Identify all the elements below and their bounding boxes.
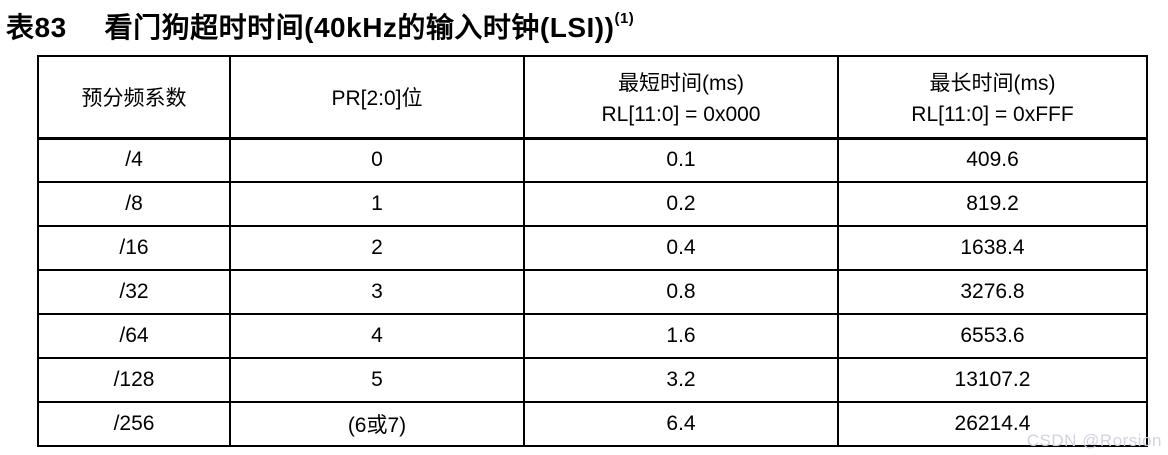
- col-header-max-time: 最长时间(ms) RL[11:0] = 0xFFF: [837, 55, 1148, 140]
- cell-max-time: 3276.8: [837, 269, 1148, 315]
- cell-prescaler: /64: [37, 313, 231, 359]
- table-row: /8 1 0.2 819.2: [37, 181, 1148, 227]
- cell-min-time: 1.6: [523, 313, 839, 359]
- cell-max-time: 409.6: [837, 137, 1148, 183]
- cell-prescaler: /16: [37, 225, 231, 271]
- table-caption: 表83 看门狗超时时间(40kHz的输入时钟(LSI))(1): [6, 6, 634, 46]
- cell-pr-bits: 3: [229, 269, 525, 315]
- cell-pr-bits: 1: [229, 181, 525, 227]
- cell-max-time: 1638.4: [837, 225, 1148, 271]
- cell-min-time: 0.1: [523, 137, 839, 183]
- cell-max-time: 13107.2: [837, 357, 1148, 403]
- cell-pr-bits: 2: [229, 225, 525, 271]
- cell-min-time: 6.4: [523, 401, 839, 447]
- cell-pr-bits: 0: [229, 137, 525, 183]
- table-caption-footnote-ref: (1): [614, 9, 635, 27]
- cell-pr-bits: 4: [229, 313, 525, 359]
- col-header-label: 最短时间(ms): [618, 71, 744, 95]
- col-header-prescaler: 预分频系数: [37, 55, 231, 140]
- cell-prescaler: /32: [37, 269, 231, 315]
- cell-min-time: 0.8: [523, 269, 839, 315]
- cell-prescaler: /256: [37, 401, 231, 447]
- cell-max-time: 6553.6: [837, 313, 1148, 359]
- col-header-label: PR[2:0]位: [331, 86, 423, 110]
- cell-pr-bits: 5: [229, 357, 525, 403]
- cell-min-time: 0.2: [523, 181, 839, 227]
- col-header-label: 最长时间(ms): [929, 71, 1056, 95]
- col-header-pr-bits: PR[2:0]位: [229, 55, 525, 140]
- cell-min-time: 0.4: [523, 225, 839, 271]
- table-row: /64 4 1.6 6553.6: [37, 313, 1148, 359]
- watchdog-timeout-table: 预分频系数 PR[2:0]位 最短时间(ms) RL[11:0] = 0x000…: [37, 55, 1148, 447]
- cell-pr-bits: (6或7): [229, 401, 525, 447]
- cell-min-time: 3.2: [523, 357, 839, 403]
- col-header-sublabel: RL[11:0] = 0xFFF: [911, 102, 1074, 126]
- col-header-label: 预分频系数: [81, 86, 187, 110]
- table-caption-text: 看门狗超时时间(40kHz的输入时钟(LSI)): [104, 12, 615, 43]
- cell-prescaler: /4: [37, 137, 231, 183]
- table-row: /4 0 0.1 409.6: [37, 137, 1148, 183]
- table-row: /256 (6或7) 6.4 26214.4: [37, 401, 1148, 447]
- table-caption-number: 表83: [6, 12, 67, 43]
- cell-prescaler: /8: [37, 181, 231, 227]
- table-row: /128 5 3.2 13107.2: [37, 357, 1148, 403]
- cell-prescaler: /128: [37, 357, 231, 403]
- col-header-min-time: 最短时间(ms) RL[11:0] = 0x000: [523, 55, 839, 140]
- table-row: /16 2 0.4 1638.4: [37, 225, 1148, 271]
- col-header-sublabel: RL[11:0] = 0x000: [601, 102, 761, 126]
- cell-max-time: 26214.4: [837, 401, 1148, 447]
- cell-max-time: 819.2: [837, 181, 1148, 227]
- table-row: /32 3 0.8 3276.8: [37, 269, 1148, 315]
- table-header-row: 预分频系数 PR[2:0]位 最短时间(ms) RL[11:0] = 0x000…: [37, 55, 1148, 140]
